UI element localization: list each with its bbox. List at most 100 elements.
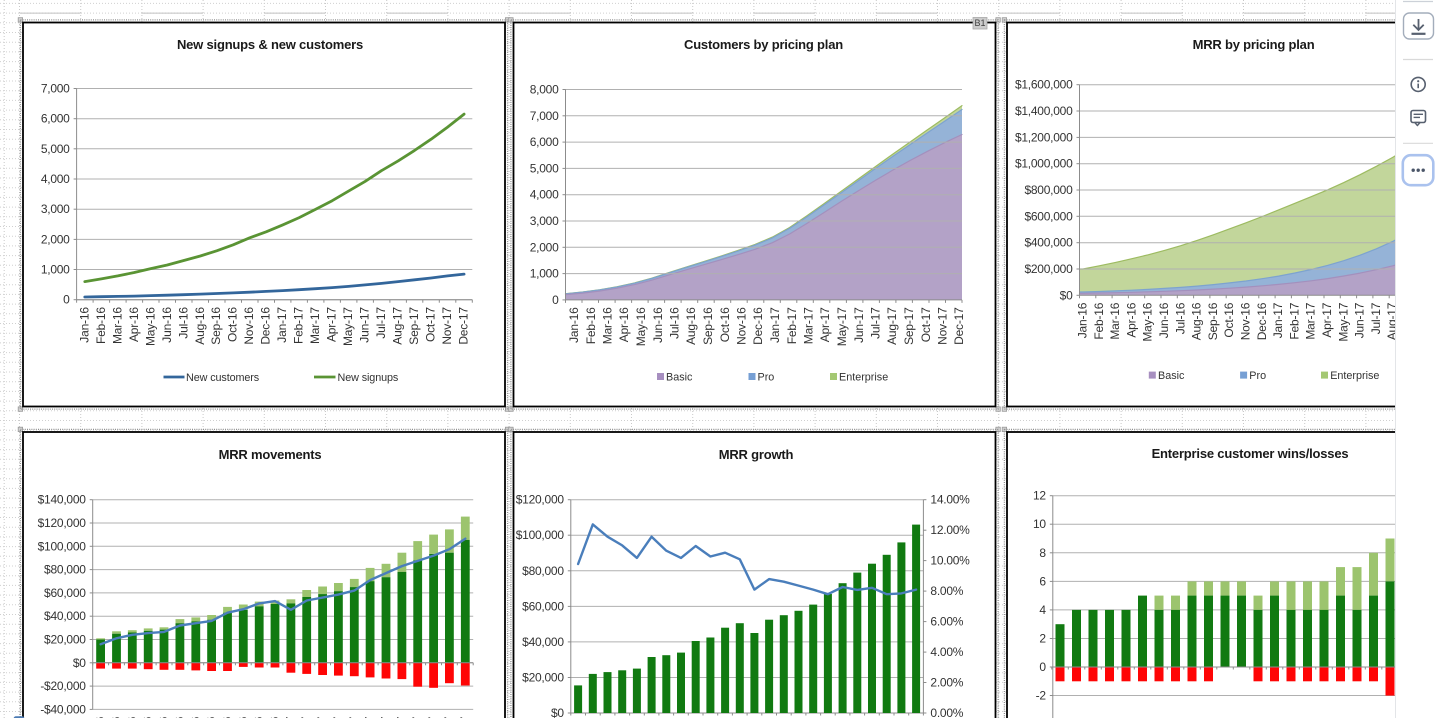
svg-text:5,000: 5,000 xyxy=(41,142,70,156)
svg-text:Mar-17: Mar-17 xyxy=(802,307,816,344)
svg-text:6,000: 6,000 xyxy=(530,135,559,149)
svg-text:6.00%: 6.00% xyxy=(930,615,963,629)
svg-text:Apr-17: Apr-17 xyxy=(1320,302,1334,337)
svg-text:Feb-16: Feb-16 xyxy=(94,307,108,344)
svg-text:$0: $0 xyxy=(551,706,564,718)
svg-text:Apr-16: Apr-16 xyxy=(141,716,155,718)
svg-text:Jan-16: Jan-16 xyxy=(93,716,107,718)
svg-text:Jan-16: Jan-16 xyxy=(77,307,91,343)
svg-text:Jul-17: Jul-17 xyxy=(374,307,388,339)
svg-text:Pro: Pro xyxy=(758,371,775,383)
svg-text:Mar-17: Mar-17 xyxy=(315,716,329,718)
svg-text:Enterprise: Enterprise xyxy=(1330,370,1379,382)
svg-text:4,000: 4,000 xyxy=(41,172,70,186)
svg-text:Customers by pricing plan: Customers by pricing plan xyxy=(684,37,843,52)
svg-text:2,000: 2,000 xyxy=(41,232,70,246)
svg-text:7,000: 7,000 xyxy=(530,109,559,123)
svg-text:Jun-17: Jun-17 xyxy=(1353,302,1367,338)
svg-text:May-16: May-16 xyxy=(634,307,648,346)
svg-text:Nov-16: Nov-16 xyxy=(252,716,266,718)
svg-text:May-17: May-17 xyxy=(835,307,849,346)
svg-text:Aug-16: Aug-16 xyxy=(204,716,218,718)
svg-text:B1: B1 xyxy=(974,18,985,28)
svg-text:New signups & new customers: New signups & new customers xyxy=(177,37,363,52)
svg-text:8,000: 8,000 xyxy=(530,83,559,97)
svg-text:4.00%: 4.00% xyxy=(930,645,963,659)
svg-text:$1,000,000: $1,000,000 xyxy=(1015,157,1073,171)
svg-text:May-17: May-17 xyxy=(347,716,361,718)
svg-text:Jul-16: Jul-16 xyxy=(176,307,190,339)
svg-text:$40,000: $40,000 xyxy=(44,609,86,623)
svg-text:May-17: May-17 xyxy=(1336,302,1350,341)
svg-text:2: 2 xyxy=(1039,632,1046,646)
svg-text:Sep-16: Sep-16 xyxy=(220,716,234,718)
svg-text:Jun-16: Jun-16 xyxy=(1157,302,1171,338)
svg-text:10: 10 xyxy=(1033,517,1046,531)
svg-text:Jan-17: Jan-17 xyxy=(768,307,782,343)
svg-text:0: 0 xyxy=(552,293,559,307)
svg-text:Oct-17: Oct-17 xyxy=(426,716,440,718)
svg-text:$80,000: $80,000 xyxy=(522,564,564,578)
svg-text:Aug-17: Aug-17 xyxy=(391,307,405,345)
svg-text:2,000: 2,000 xyxy=(530,240,559,254)
svg-text:2.00%: 2.00% xyxy=(930,676,963,690)
svg-text:Dec-16: Dec-16 xyxy=(751,307,765,345)
svg-text:MRR growth: MRR growth xyxy=(719,447,794,462)
svg-text:Sep-17: Sep-17 xyxy=(407,307,421,345)
svg-text:Dec-17: Dec-17 xyxy=(952,307,966,345)
svg-text:New customers: New customers xyxy=(186,372,260,384)
svg-text:$1,200,000: $1,200,000 xyxy=(1015,130,1073,144)
svg-text:Jun-16: Jun-16 xyxy=(172,716,186,718)
svg-text:-$20,000: -$20,000 xyxy=(40,679,86,693)
svg-text:$200,000: $200,000 xyxy=(1024,262,1073,276)
svg-text:Nov-17: Nov-17 xyxy=(936,307,950,345)
svg-text:New signups: New signups xyxy=(338,372,399,384)
svg-text:Oct-16: Oct-16 xyxy=(718,307,732,342)
svg-text:3,000: 3,000 xyxy=(41,202,70,216)
svg-text:Aug-16: Aug-16 xyxy=(193,307,207,345)
svg-text:Nov-16: Nov-16 xyxy=(735,307,749,345)
svg-text:Pro: Pro xyxy=(1249,370,1266,382)
svg-text:6,000: 6,000 xyxy=(41,112,70,126)
svg-text:$140,000: $140,000 xyxy=(38,493,87,507)
svg-text:-$40,000: -$40,000 xyxy=(40,702,86,716)
svg-text:4: 4 xyxy=(1039,603,1046,617)
svg-text:Aug-17: Aug-17 xyxy=(885,307,899,345)
svg-text:Feb-17: Feb-17 xyxy=(785,307,799,344)
svg-text:$40,000: $40,000 xyxy=(522,635,564,649)
svg-text:$100,000: $100,000 xyxy=(38,539,87,553)
svg-text:May-17: May-17 xyxy=(341,307,355,346)
svg-text:Mar-16: Mar-16 xyxy=(601,307,615,344)
svg-text:Jan-16: Jan-16 xyxy=(567,307,581,343)
svg-text:Feb-16: Feb-16 xyxy=(584,307,598,344)
svg-text:$1,600,000: $1,600,000 xyxy=(1015,78,1073,92)
svg-text:$0: $0 xyxy=(73,656,86,670)
svg-text:Jul-17: Jul-17 xyxy=(379,716,393,718)
svg-text:0: 0 xyxy=(63,293,70,307)
svg-text:Nov-16: Nov-16 xyxy=(242,307,256,345)
svg-text:Jan-17: Jan-17 xyxy=(283,716,297,718)
svg-text:Apr-16: Apr-16 xyxy=(1124,302,1138,337)
svg-text:Dec-16: Dec-16 xyxy=(268,716,282,718)
svg-text:Jan-17: Jan-17 xyxy=(1271,302,1285,338)
svg-text:4,000: 4,000 xyxy=(530,188,559,202)
svg-text:Apr-16: Apr-16 xyxy=(127,307,141,342)
svg-text:Nov-16: Nov-16 xyxy=(1239,302,1253,340)
svg-text:Feb-16: Feb-16 xyxy=(1092,302,1106,339)
svg-text:1,000: 1,000 xyxy=(530,267,559,281)
svg-text:Dec-17: Dec-17 xyxy=(457,307,471,345)
svg-text:Oct-16: Oct-16 xyxy=(226,307,240,342)
svg-text:Enterprise customer wins/losse: Enterprise customer wins/losses xyxy=(1152,446,1349,461)
svg-text:0.00%: 0.00% xyxy=(930,706,963,718)
svg-text:3,000: 3,000 xyxy=(530,214,559,228)
svg-text:Aug-16: Aug-16 xyxy=(684,307,698,345)
svg-text:Oct-16: Oct-16 xyxy=(236,716,250,718)
svg-text:Oct-17: Oct-17 xyxy=(919,307,933,342)
svg-text:Feb-16: Feb-16 xyxy=(109,716,123,718)
svg-text:$800,000: $800,000 xyxy=(1024,183,1073,197)
svg-text:Apr-16: Apr-16 xyxy=(617,307,631,342)
svg-text:6: 6 xyxy=(1039,574,1046,588)
svg-text:$60,000: $60,000 xyxy=(522,599,564,613)
svg-text:MRR by pricing plan: MRR by pricing plan xyxy=(1193,37,1315,52)
svg-text:Basic: Basic xyxy=(1158,370,1185,382)
